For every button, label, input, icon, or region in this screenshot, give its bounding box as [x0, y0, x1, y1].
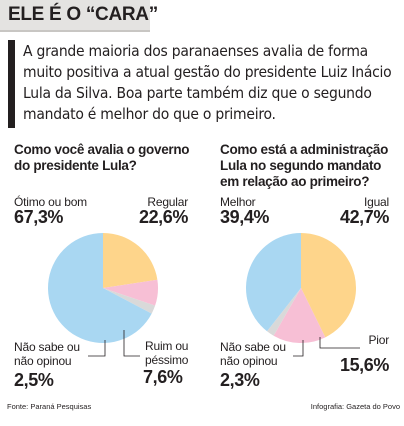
chart1-question: Como você avalia o governo do presidente… [14, 142, 190, 173]
chart1-label-nao-sabe: Não sabe ou não opinou [14, 340, 80, 368]
chart2-value-nao-sabe: 2,3% [220, 370, 260, 390]
chart1-value-nao-sabe: 2,5% [14, 370, 54, 390]
chart2-label-nao-sabe: Não sabe ou não opinou [220, 340, 286, 368]
pie-slice-regular [103, 233, 158, 288]
chart1-leader-nao-sabe [88, 340, 106, 357]
pie-slice-pior [273, 288, 326, 344]
pie-slice-ruim-ou-p-ssimo [103, 279, 159, 306]
chart2-pie [245, 233, 357, 344]
pie-slice-n-o-sabe-ou-n-o-opinou [103, 288, 156, 314]
chart1-label-otimo: Ótimo ou bom [14, 195, 87, 209]
chart1-value-ruim: 7,6% [143, 367, 183, 387]
chart2-leader-nao-sabe [293, 340, 304, 357]
source-credit: Fonte: Paraná Pesquisas [7, 402, 92, 411]
chart1-value-otimo: 67,3% [14, 207, 64, 227]
infographic-credit: Infografia: Gazeta do Povo [310, 402, 400, 411]
chart2-label-pior: Pior [368, 333, 389, 347]
pie-slice-melhor [245, 233, 301, 332]
pie-slice--timo-ou-bom [48, 233, 152, 343]
chart2-leader-pior [319, 337, 360, 349]
chart2-label-igual: Igual [363, 195, 389, 209]
page-title: ELE É O “CARA” [8, 4, 158, 25]
chart2-value-pior: 15,6% [339, 355, 389, 375]
chart1-leader-ruim [123, 330, 140, 357]
title-bar [0, 0, 150, 32]
chart2-question: Como está a administração Lula no segund… [220, 142, 389, 189]
pie-slice-igual [301, 233, 357, 338]
chart2-value-igual: 42,7% [339, 207, 389, 227]
chart2-value-melhor: 39,4% [220, 207, 270, 227]
chart1-value-regular: 22,6% [138, 207, 188, 227]
chart1-label-regular: Regular [147, 195, 188, 209]
intro-text: A grande maioria dos paranaenses avalia … [23, 42, 392, 123]
chart1-pie [48, 233, 159, 343]
chart2-label-melhor: Melhor [220, 195, 256, 209]
pie-slice-n-o-sabe-ou-n-o-opinou [267, 288, 301, 336]
intro-accent-bar [8, 40, 15, 128]
chart1-label-ruim: Ruim ou péssimo [145, 339, 189, 367]
